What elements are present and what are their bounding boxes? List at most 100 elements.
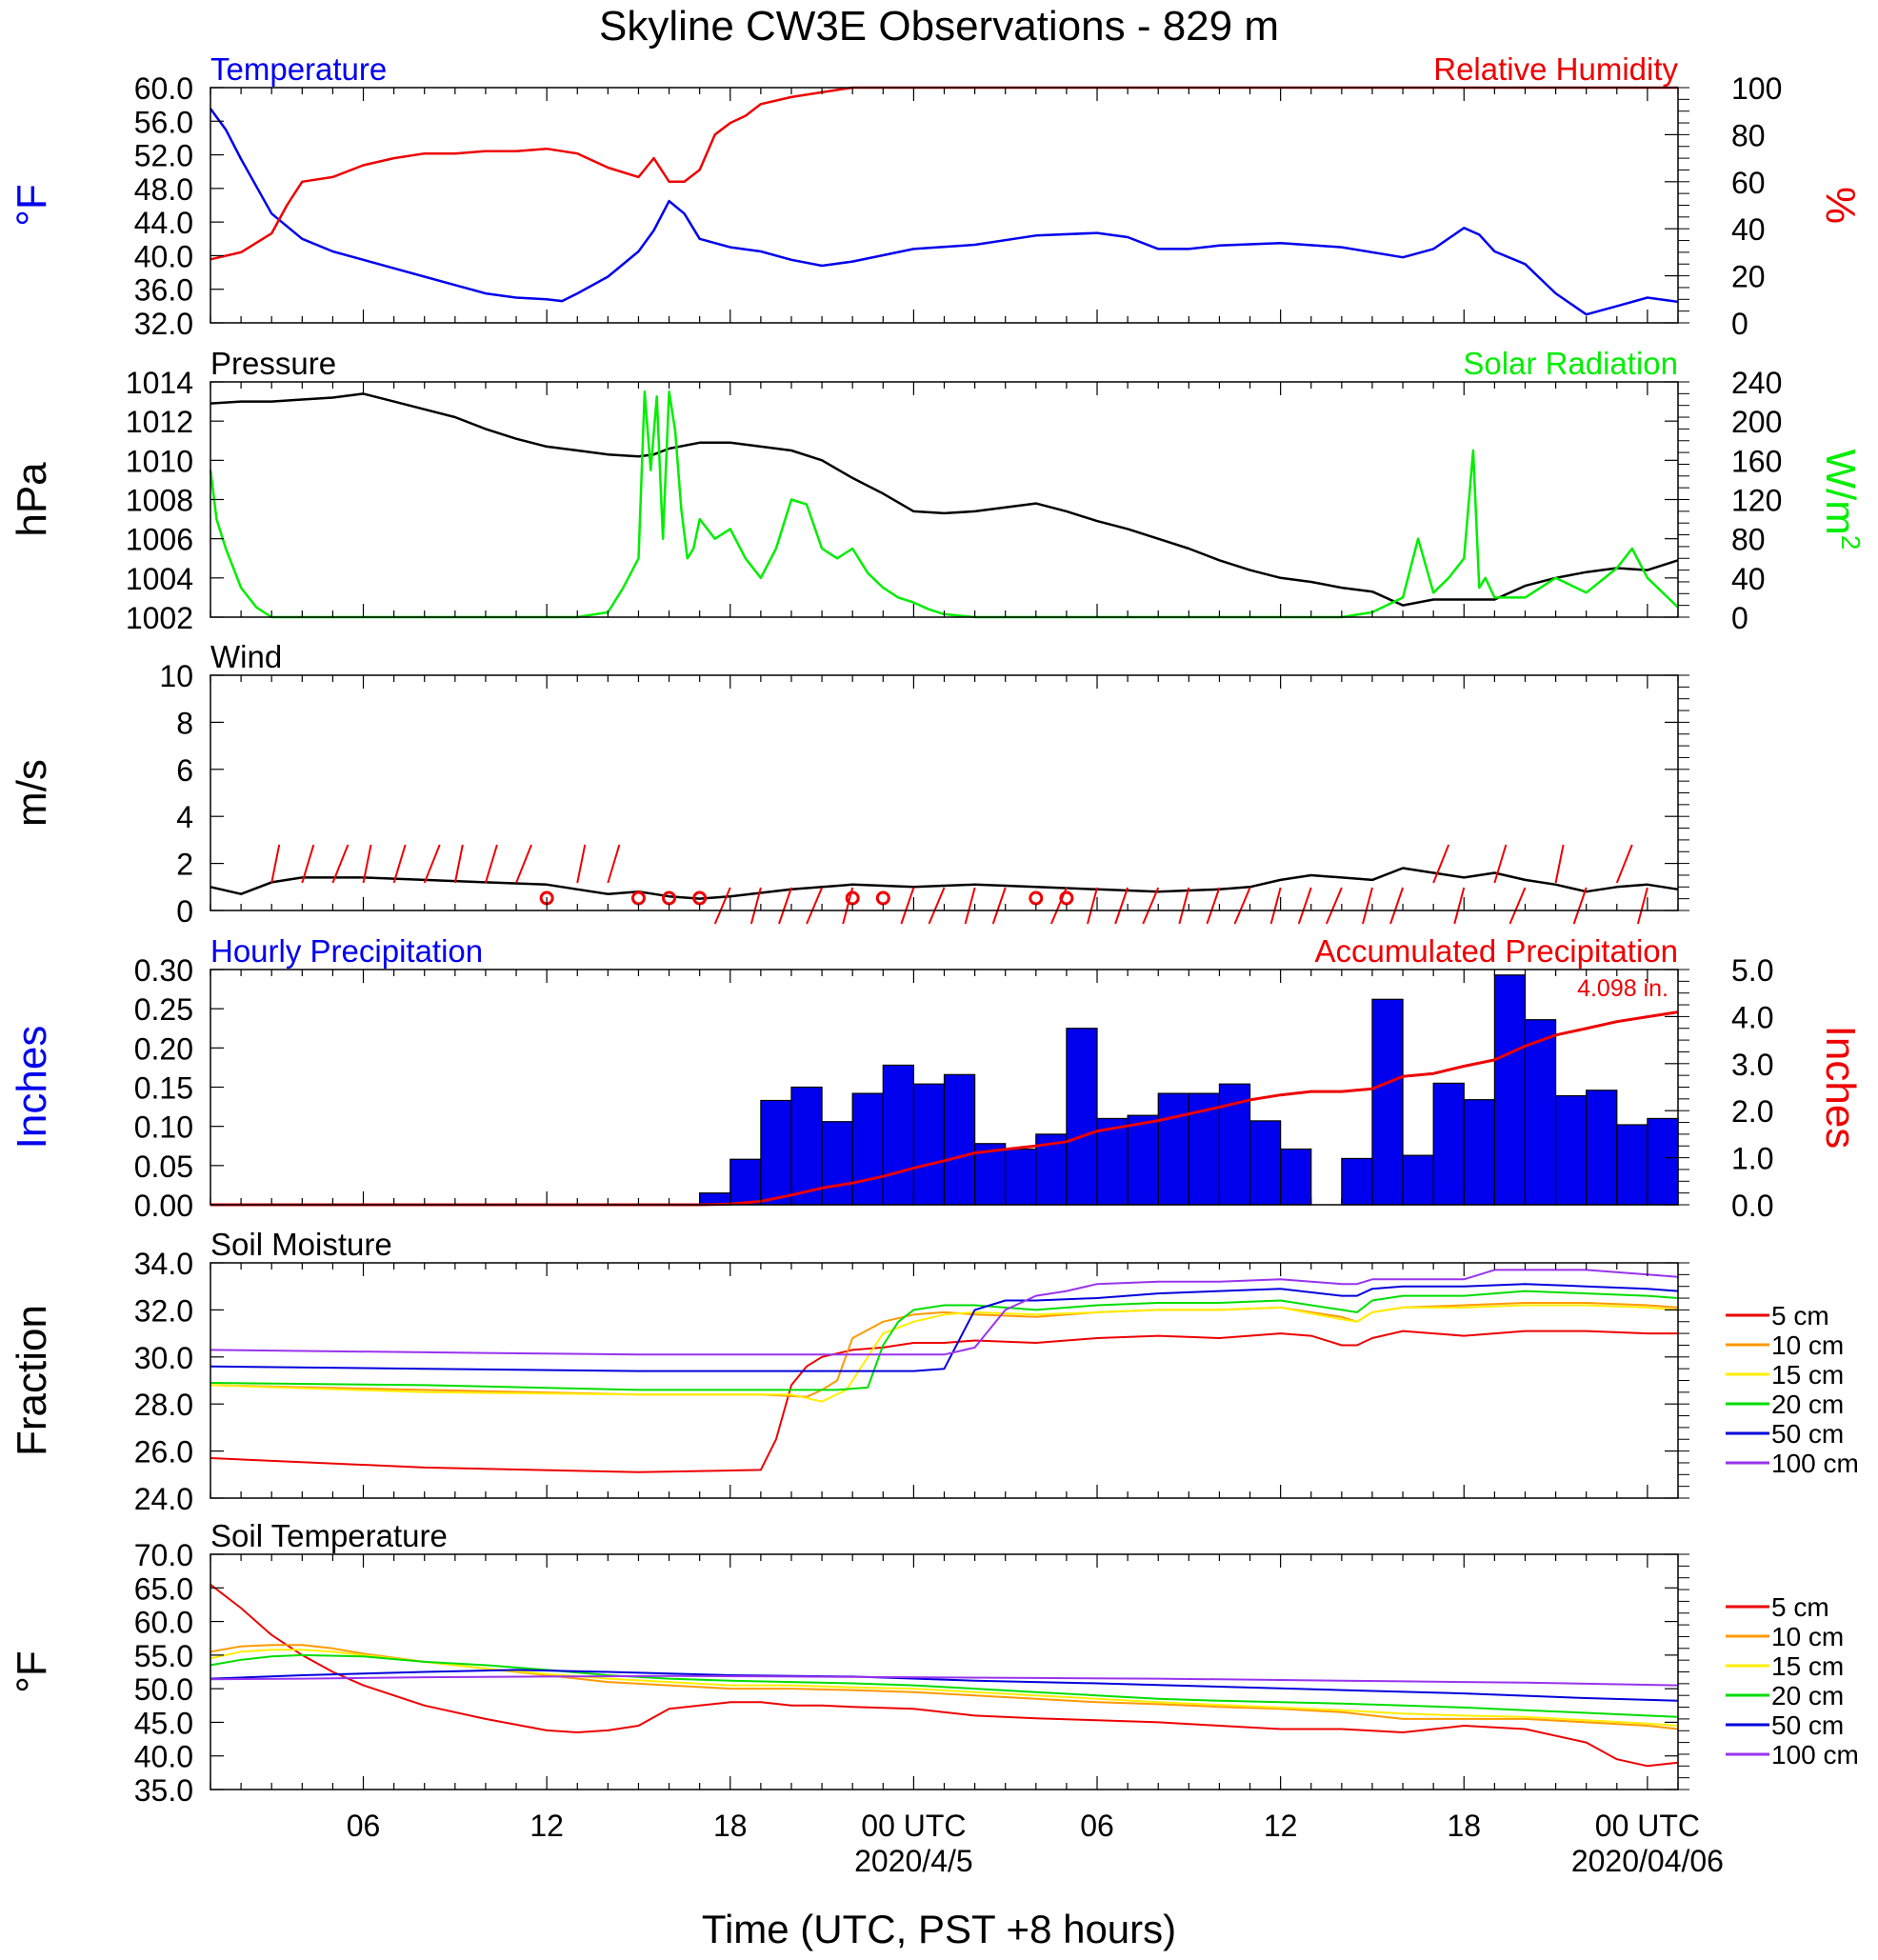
precip-bar xyxy=(729,1158,762,1206)
y-axis-label-left: °F xyxy=(9,184,55,226)
wind-barb xyxy=(1361,887,1373,925)
wind-barb xyxy=(1297,887,1312,925)
y-tick-label-left: 36.0 xyxy=(134,273,193,308)
precip-bar xyxy=(1493,974,1527,1206)
legend-label: 20 cm xyxy=(1771,1681,1844,1710)
y-tick-label-left: 65.0 xyxy=(134,1571,193,1606)
wind-barb xyxy=(515,844,532,884)
panel-4: 4.098 in. 0.00 0.05 0.10 0.15 0.20 0.25 0.30 0.0… xyxy=(9,933,1864,1223)
y-tick-label-left: 0.20 xyxy=(134,1031,193,1066)
y-tick-label-left: 1004 xyxy=(126,562,193,596)
panel-1: 32.036.040.044.048.052.056.060.0 0 20 40 60 8… xyxy=(9,51,1864,341)
legend-label: 100 cm xyxy=(1771,1740,1859,1770)
wind-barb xyxy=(1432,844,1450,884)
y-tick-label-right: 80 xyxy=(1731,523,1766,557)
y-tick-label-left: 40.0 xyxy=(134,1740,193,1774)
panel-title-left: Wind xyxy=(210,639,282,674)
y-tick-label-right: 60 xyxy=(1731,166,1766,200)
wind-barb xyxy=(928,887,946,925)
chart-panels: 32.036.040.044.048.052.056.060.002040608… xyxy=(9,51,1866,1808)
x-tick-label: 00 UTC xyxy=(1595,1809,1700,1843)
panel-2: 1002 1004 1006 1008 1010 1012 1014 0 40 80 120 160 2… xyxy=(9,346,1866,635)
precip-bar xyxy=(1616,1124,1648,1206)
x-tick-label: 00 UTC xyxy=(861,1809,966,1843)
y-tick-label-left: 1012 xyxy=(126,405,193,439)
x-tick-label: 18 xyxy=(713,1809,748,1843)
x-date-label: 2020/04/06 xyxy=(1571,1844,1724,1878)
x-tick-label: 18 xyxy=(1447,1809,1481,1843)
wind-barb xyxy=(484,844,498,884)
legend-label: 15 cm xyxy=(1771,1360,1844,1390)
y-tick-label-left: 44.0 xyxy=(134,206,193,240)
y-tick-label-right: 0.0 xyxy=(1731,1189,1773,1223)
precip-bar xyxy=(1586,1090,1618,1206)
y-tick-label-left: 0.10 xyxy=(134,1110,193,1145)
wind-barb xyxy=(1325,887,1343,925)
precip-bar xyxy=(1005,1148,1037,1206)
series-line-3 xyxy=(210,1649,1679,1727)
legend-label: 10 cm xyxy=(1771,1330,1844,1360)
legend-label: 15 cm xyxy=(1771,1651,1844,1681)
y-axis-label-right: % xyxy=(1817,187,1864,224)
y-axis-label-left: Fraction xyxy=(9,1305,55,1456)
y-tick-label-left: 1010 xyxy=(126,444,193,478)
precip-bar xyxy=(1554,1094,1588,1206)
x-axis-label: Time (UTC, PST +8 hours) xyxy=(702,1907,1176,1951)
legend-label: 50 cm xyxy=(1771,1710,1844,1740)
wind-barb xyxy=(331,844,350,884)
total-precip-label: 4.098 in. xyxy=(1577,975,1668,1002)
y-tick-label-left: 52.0 xyxy=(134,139,193,173)
precip-bar xyxy=(1249,1120,1282,1206)
legend-label: 50 cm xyxy=(1771,1419,1844,1449)
wind-barb xyxy=(1389,887,1405,925)
x-tick-label: 06 xyxy=(1080,1809,1114,1843)
precip-bar xyxy=(760,1099,792,1206)
y-tick-label-left: 35.0 xyxy=(134,1773,193,1808)
y-tick-label-left: 6 xyxy=(176,753,193,788)
series-line-1 xyxy=(210,392,1679,607)
y-tick-label-left: 24.0 xyxy=(134,1482,193,1516)
wind-barb xyxy=(964,887,976,925)
panel-title-left: Temperature xyxy=(210,51,387,87)
precip-bar xyxy=(851,1092,884,1206)
y-tick-label-right: 40 xyxy=(1731,212,1766,247)
y-tick-label-left: 1008 xyxy=(126,484,193,518)
panel-title-left: Soil Moisture xyxy=(210,1227,392,1262)
wind-barb xyxy=(1206,887,1221,925)
wind-barb xyxy=(270,844,281,884)
y-tick-label-left: 10 xyxy=(159,659,193,693)
wind-barb xyxy=(453,844,464,884)
series-line-1 xyxy=(210,1584,1679,1768)
precip-bar xyxy=(1647,1117,1679,1206)
y-tick-label-left: 45.0 xyxy=(134,1706,193,1740)
wind-barb xyxy=(1615,844,1633,884)
panel-title-right: Relative Humidity xyxy=(1433,51,1678,87)
y-tick-label-right: 2.0 xyxy=(1731,1094,1773,1129)
series-line-5 xyxy=(210,1669,1679,1702)
precip-bar xyxy=(1463,1099,1495,1206)
y-tick-label-right: 1.0 xyxy=(1731,1142,1773,1176)
plot-area xyxy=(210,382,1678,617)
y-tick-label-right: 3.0 xyxy=(1731,1048,1773,1082)
series-line-4 xyxy=(210,1653,1679,1718)
wind-barb xyxy=(1636,887,1648,925)
precip-bar xyxy=(1341,1157,1373,1206)
plot-area xyxy=(210,675,1678,910)
y-tick-label-right: 100 xyxy=(1731,71,1782,106)
y-tick-label-left: 0.15 xyxy=(134,1071,193,1106)
y-tick-label-left: 8 xyxy=(176,706,193,740)
legend-label: 5 cm xyxy=(1771,1592,1829,1622)
precip-bar xyxy=(1157,1092,1189,1206)
wind-barb xyxy=(1493,844,1508,884)
wind-barb xyxy=(749,887,762,925)
wind-barb xyxy=(900,887,915,925)
precip-bar xyxy=(1524,1019,1557,1206)
series-line-6 xyxy=(210,1269,1679,1356)
accumulated-precip-line xyxy=(210,1010,1679,1207)
precip-bar xyxy=(1096,1117,1129,1206)
precip-bar xyxy=(790,1086,823,1206)
y-tick-label-left: 32.0 xyxy=(134,1293,193,1328)
y-tick-label-left: 2 xyxy=(176,848,193,882)
precip-bar xyxy=(821,1121,853,1206)
panel-title-right: Accumulated Precipitation xyxy=(1314,933,1678,969)
